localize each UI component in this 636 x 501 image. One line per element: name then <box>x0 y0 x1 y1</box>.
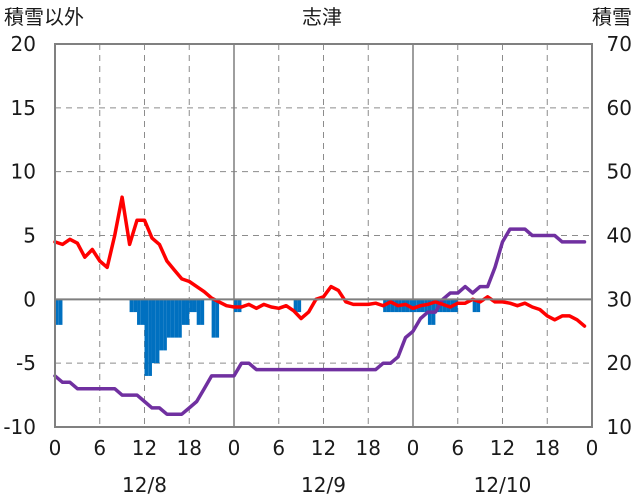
x-tick-label: 0 <box>228 436 241 460</box>
bar <box>211 299 216 338</box>
bar <box>215 299 220 338</box>
left-tick-label: 5 <box>23 224 36 248</box>
left-tick-label: 10 <box>11 160 36 184</box>
bar <box>293 299 298 313</box>
x-tick-label: 18 <box>177 436 202 460</box>
bar <box>163 299 167 351</box>
bar <box>192 299 197 313</box>
bar <box>140 299 145 325</box>
bar <box>55 299 59 325</box>
snow-depth-line <box>53 227 587 416</box>
bar <box>151 299 156 364</box>
bar <box>386 299 391 313</box>
date-label: 12/10 <box>474 473 532 497</box>
left-tick-label: 0 <box>23 287 36 311</box>
right-tick-label: 10 <box>607 415 632 439</box>
date-labels: 12/8 12/9 12/10 <box>122 473 531 497</box>
right-tick-label: 70 <box>607 32 632 56</box>
right-tick-label: 20 <box>607 351 632 375</box>
date-label: 12/8 <box>122 473 167 497</box>
x-tick-label: 12 <box>490 436 515 460</box>
right-tick-label: 60 <box>607 96 632 120</box>
chart-title: 志津 <box>302 5 342 29</box>
bar <box>185 299 190 325</box>
bar <box>472 299 477 313</box>
left-tick-label: 15 <box>11 96 36 120</box>
right-tick-label: 40 <box>607 224 632 248</box>
bar <box>144 299 149 376</box>
bar <box>129 299 134 313</box>
bar <box>174 299 179 338</box>
left-axis-title: 積雪以外 <box>4 5 84 29</box>
right-axis-title: 積雪 <box>592 5 632 29</box>
plot-border <box>54 43 593 428</box>
bar <box>297 299 302 313</box>
x-tick-label: 12 <box>311 436 336 460</box>
bar <box>196 299 201 325</box>
bar <box>148 299 152 376</box>
bar <box>133 299 138 313</box>
x-tick-label: 0 <box>407 436 420 460</box>
bar <box>166 299 171 338</box>
bar <box>178 299 182 338</box>
x-tick-label: 6 <box>451 436 464 460</box>
bar <box>155 299 160 364</box>
x-tick-label: 0 <box>49 436 62 460</box>
plot-frame <box>54 43 593 428</box>
x-tick-label: 0 <box>586 436 599 460</box>
x-tick-label: 6 <box>93 436 106 460</box>
bar <box>390 299 395 313</box>
temperature-line <box>53 195 587 328</box>
bar <box>181 299 186 325</box>
date-label: 12/9 <box>301 473 346 497</box>
x-tick-labels: 0 6 12 18 0 6 12 18 0 6 12 18 0 <box>49 436 599 460</box>
bar <box>476 299 481 313</box>
right-tick-label: 30 <box>607 287 632 311</box>
bar <box>413 299 417 313</box>
left-tick-label: -10 <box>3 415 36 439</box>
x-tick-label: 18 <box>356 436 381 460</box>
x-tick-label: 12 <box>132 436 157 460</box>
right-tick-labels: 70 60 50 40 30 20 10 <box>607 32 632 439</box>
bar <box>189 299 193 313</box>
left-tick-label: -5 <box>16 351 36 375</box>
left-tick-label: 20 <box>11 32 36 56</box>
bar <box>200 299 205 325</box>
right-tick-label: 50 <box>607 160 632 184</box>
bar <box>137 299 141 325</box>
bar <box>159 299 164 351</box>
left-tick-labels: 20 15 10 5 0 -5 -10 <box>3 32 36 439</box>
line-series <box>53 195 587 416</box>
bar <box>58 299 63 325</box>
x-tick-label: 18 <box>535 436 560 460</box>
bar-series <box>55 299 481 376</box>
bar <box>170 299 175 338</box>
x-tick-label: 6 <box>272 436 285 460</box>
